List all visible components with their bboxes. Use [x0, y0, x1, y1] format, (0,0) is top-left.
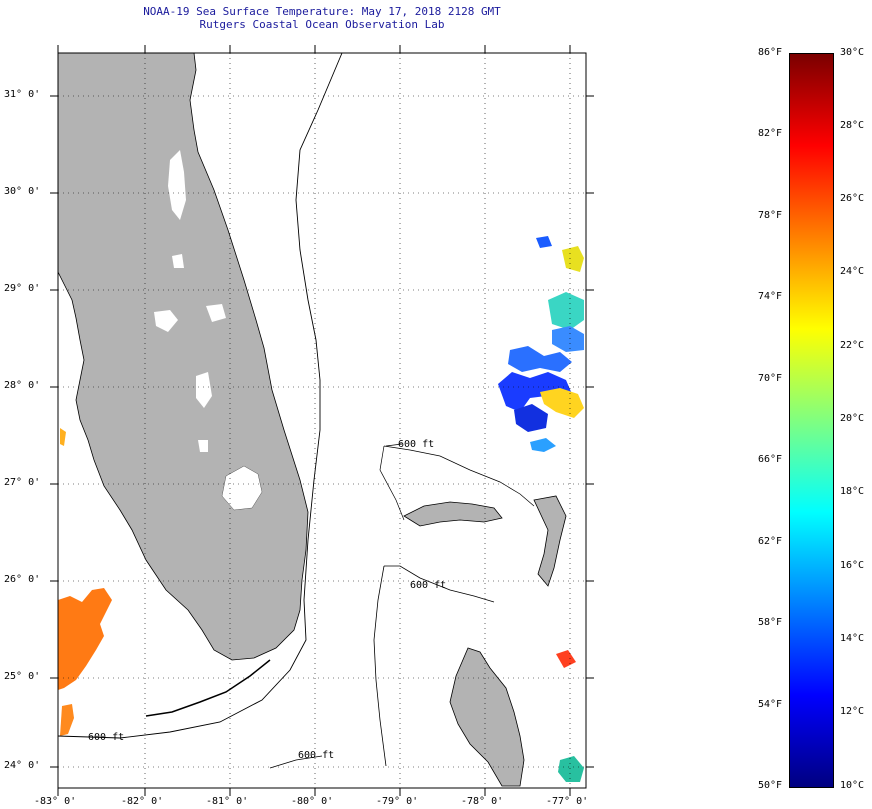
lon-label: -77° 0': [546, 796, 589, 807]
isobath-600ft-bahamas: [373, 443, 495, 767]
sst-patch-gulf-south: [60, 704, 74, 736]
colorbar-c-label: 22°C: [840, 340, 865, 351]
lat-label: 30° 0': [4, 186, 41, 197]
sst-patch-east-7: [562, 246, 584, 272]
colorbar-c-label: 14°C: [840, 633, 865, 644]
sst-patch-east-2: [508, 346, 572, 372]
sst-patch-east-1: [498, 372, 572, 412]
lat-label: 25° 0': [4, 671, 41, 682]
sst-patch-east-10: [556, 650, 576, 668]
colorbar-f-label: 74°F: [758, 291, 783, 302]
lake-small-2: [154, 310, 178, 332]
isobath-label: 600 ft: [410, 580, 447, 591]
florida-keys: [145, 659, 271, 717]
colorbar-f-label: 82°F: [758, 128, 783, 139]
andros-land: [449, 647, 525, 787]
lake-george: [168, 150, 186, 220]
colorbar-c-label: 10°C: [840, 780, 865, 791]
abaco-land: [533, 495, 567, 587]
lat-gridlines: [58, 95, 586, 768]
lat-label: 28° 0': [4, 380, 41, 391]
lake-okeechobee: [221, 465, 263, 511]
lake-small-1: [172, 254, 184, 268]
colorbar-f-label: 62°F: [758, 536, 783, 547]
colorbar-f-label: 54°F: [758, 699, 783, 710]
colorbar-f-label: 58°F: [758, 617, 783, 628]
sst-patch-east-4: [548, 292, 584, 330]
colorbar-f-label: 78°F: [758, 210, 783, 221]
colorbar-c-label: 30°C: [840, 47, 865, 58]
colorbar-c-label: 18°C: [840, 486, 865, 497]
axis-ticks: [50, 45, 594, 796]
lat-label: 29° 0': [4, 283, 41, 294]
sst-patch-east-9: [530, 438, 556, 452]
sst-patch-east-11: [558, 756, 584, 782]
isobath-600ft: [57, 52, 343, 739]
bahamas-bank: [379, 445, 535, 521]
lon-label: -78° 0': [461, 796, 504, 807]
isobath-label: 600 ft: [298, 750, 335, 761]
isobath-label: 600 ft: [398, 439, 435, 450]
isobath-600ft-south: [269, 755, 323, 769]
lake-small-5: [198, 440, 208, 452]
lon-label: -80° 0': [291, 796, 334, 807]
lat-label: 26° 0': [4, 574, 41, 585]
temperature-colorbar: [789, 53, 834, 788]
lat-label: 24° 0': [4, 760, 41, 771]
lake-small-3: [206, 304, 226, 322]
lon-label: -79° 0': [376, 796, 419, 807]
sst-patch-gulf-north: [60, 428, 66, 446]
lon-label: -81° 0': [206, 796, 249, 807]
colorbar-c-label: 20°C: [840, 413, 865, 424]
colorbar-f-label: 66°F: [758, 454, 783, 465]
lon-label: -82° 0': [121, 796, 164, 807]
grand-bahama-land: [403, 501, 503, 527]
colorbar-f-label: 86°F: [758, 47, 783, 58]
sst-patch-east-8: [536, 236, 552, 248]
colorbar-f-label: 70°F: [758, 373, 783, 384]
map-title: NOAA-19 Sea Surface Temperature: May 17,…: [143, 5, 501, 18]
lake-small-4: [196, 372, 212, 408]
sst-patch-gulf: [58, 588, 112, 690]
colorbar-f-label: 50°F: [758, 780, 783, 791]
colorbar-c-label: 16°C: [840, 560, 865, 571]
sst-patch-east-3: [540, 388, 584, 418]
lon-label: -83° 0': [34, 796, 77, 807]
colorbar-c-label: 28°C: [840, 120, 865, 131]
sst-patch-east-5: [514, 404, 548, 432]
sst-patch-east-6: [552, 326, 584, 352]
colorbar-c-label: 24°C: [840, 266, 865, 277]
colorbar-c-label: 26°C: [840, 193, 865, 204]
lat-label: 31° 0': [4, 89, 41, 100]
map-frame: [57, 52, 587, 789]
lat-label: 27° 0': [4, 477, 41, 488]
isobath-label: 600 ft: [88, 732, 125, 743]
map-subtitle: Rutgers Coastal Ocean Observation Lab: [199, 18, 445, 31]
colorbar-c-label: 12°C: [840, 706, 865, 717]
